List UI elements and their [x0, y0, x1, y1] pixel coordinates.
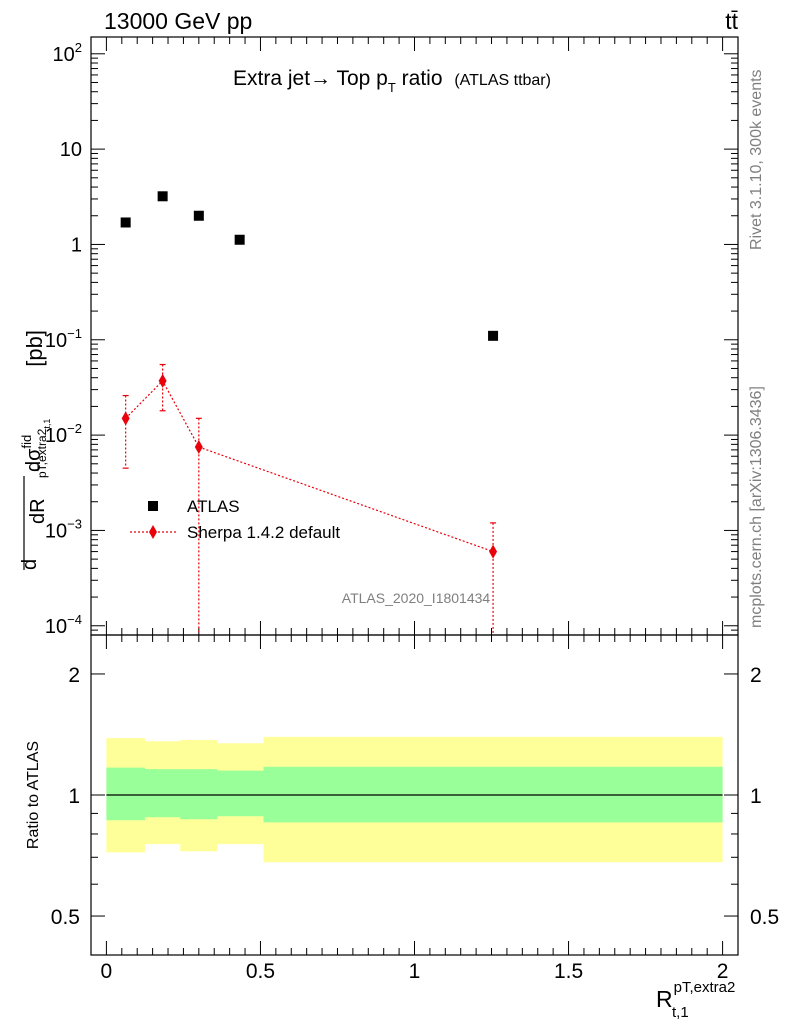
- legend: ATLAS Sherpa 1.4.2 default: [130, 497, 340, 542]
- analysis-watermark: ATLAS_2020_I1801434: [342, 590, 491, 606]
- y-label-sub: pT,extra2: [35, 428, 49, 478]
- y-label-unit: [pb]: [22, 330, 47, 367]
- energy-label: 13000 GeV pp: [104, 8, 252, 34]
- y-tick-label: 10−1: [45, 326, 82, 352]
- ratio-panel: 0.5 0.5 1 1 2 2 0 0.5 1 1.5 2: [51, 634, 779, 983]
- y-tick-label: 102: [53, 40, 82, 66]
- x-tick-label: 0: [101, 960, 113, 983]
- x-label-sub: t,1: [672, 1004, 689, 1021]
- process-label: tt̄: [725, 8, 738, 34]
- svg-text:d: d: [19, 559, 41, 570]
- x-axis-label: RpT,extra2: [656, 979, 735, 1012]
- y-tick-label: 10: [60, 139, 82, 161]
- y-tick-label: 10−3: [45, 516, 82, 542]
- ratio-y-tick-labels: 0.5 0.5 1 1 2 2: [51, 664, 779, 929]
- y-tick-label-base: 10: [45, 520, 67, 542]
- ratio-y-tick-label: 2: [68, 664, 80, 687]
- ratio-y-axis-label: Ratio to ATLAS: [25, 741, 42, 849]
- series-sherpa: [121, 363, 498, 635]
- atlas-point: [234, 234, 245, 245]
- x-label-main: R: [656, 986, 673, 1012]
- chart-title-small: (ATLAS ttbar): [454, 72, 551, 89]
- main-plot-area: [91, 37, 738, 635]
- rivet-label: Rivet 3.1.10, 300k events: [748, 69, 765, 250]
- x-tick-label: 0.5: [246, 960, 275, 983]
- x-label-sup: pT,extra2: [674, 979, 736, 996]
- atlas-point: [193, 210, 204, 221]
- atlas-point: [488, 330, 499, 341]
- y-label-denominator: dR: [27, 498, 49, 524]
- chart-title-sub: T: [388, 80, 396, 95]
- ratio-y-tick-label-right: 0.5: [750, 906, 779, 929]
- ratio-y-tick-label: 1: [68, 785, 80, 808]
- y-tick-label-exponent: −4: [67, 612, 82, 627]
- svg-text:[pb]: [pb]: [22, 330, 47, 367]
- svg-text:dR: dR: [27, 498, 49, 524]
- y-tick-label: 1: [71, 234, 82, 256]
- y-label-sup: fid: [19, 435, 34, 449]
- sherpa-point: [158, 373, 167, 388]
- y-tick-label-base: 10: [60, 139, 82, 161]
- y-tick-label: 10−4: [45, 612, 82, 638]
- mcplots-label: mcplots.cern.ch [arXiv:1306.3436]: [748, 386, 765, 628]
- y-tick-label-exponent: −2: [67, 421, 82, 436]
- y-tick-label-exponent: 2: [75, 40, 82, 55]
- y-tick-label: 10−2: [45, 421, 82, 447]
- ratio-y-tick-label-right: 1: [750, 785, 762, 808]
- ratio-y-tick-label: 0.5: [51, 906, 80, 929]
- y-tick-label-exponent: −1: [67, 326, 82, 341]
- y-label-sigma: dσ: [23, 448, 45, 472]
- y-tick-label-base: 10: [45, 425, 67, 447]
- atlas-point: [157, 191, 168, 202]
- sherpa-point: [489, 544, 498, 559]
- ratio-plot-frame: [90, 634, 739, 956]
- atlas-point: [120, 217, 131, 228]
- ratio-axis-ticks: [90, 634, 739, 956]
- svg-text:dσfid: dσfid: [19, 435, 45, 472]
- y-label-sub2: t,1: [42, 419, 52, 429]
- svg-text:pT,extra2t,1: pT,extra2t,1: [35, 419, 52, 478]
- legend-marker-sherpa: [149, 525, 157, 539]
- legend-label-sherpa: Sherpa 1.4.2 default: [187, 523, 340, 542]
- sherpa-point: [121, 411, 130, 426]
- y-tick-label-base: 1: [71, 234, 82, 256]
- series-atlas: [120, 191, 499, 341]
- sherpa-point: [194, 440, 203, 455]
- ratio-y-tick-label-right: 2: [750, 664, 762, 687]
- x-tick-labels: 0 0.5 1 1.5 2: [101, 960, 729, 983]
- chart-title-tail: ratio: [396, 67, 443, 90]
- main-y-axis-label: [pb] dσfid pT,extra2t,1 dR d: [19, 330, 52, 570]
- y-tick-label-base: 10: [45, 616, 67, 638]
- x-tick-label: 1.5: [554, 960, 583, 983]
- ratio-bands: [106, 736, 723, 863]
- chart-title-main: Extra jet→ Top p: [233, 67, 388, 90]
- y-tick-label-base: 10: [53, 44, 75, 66]
- y-tick-label-exponent: −3: [67, 516, 82, 531]
- sherpa-line: [125, 379, 494, 553]
- x-tick-label: 2: [717, 960, 729, 983]
- y-tick-label-base: 10: [45, 330, 67, 352]
- chart-title: Extra jet→ Top pT ratio (ATLAS ttbar): [233, 67, 551, 95]
- x-tick-label: 1: [409, 960, 421, 983]
- legend-label-atlas: ATLAS: [187, 497, 240, 516]
- legend-marker-atlas: [148, 501, 158, 511]
- main-plot-background: [91, 37, 738, 635]
